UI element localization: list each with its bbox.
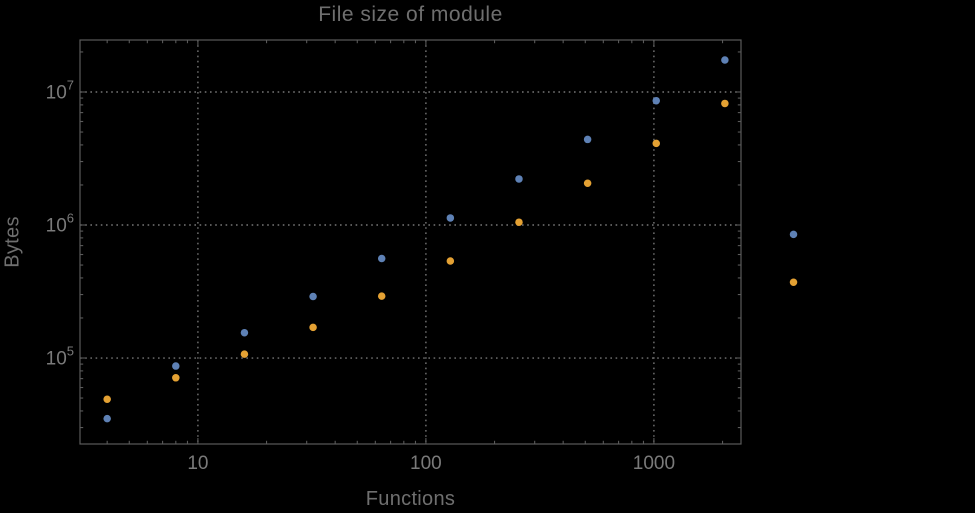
data-point-blue-series-x64	[377, 254, 386, 263]
data-point-orange-series-x2048	[721, 99, 729, 108]
data-point-orange-series-x128	[446, 257, 455, 265]
data-point-orange-series-x4096	[789, 278, 798, 287]
y-tick-label-10^6: 106	[46, 211, 74, 237]
y-tick-label-10^5: 105	[46, 344, 74, 370]
y-tick-label-10^7: 107	[46, 77, 74, 103]
data-point-blue-series-x128	[446, 214, 455, 222]
x-tick-label-100: 100	[410, 453, 442, 474]
data-point-blue-series-x8	[172, 362, 180, 370]
data-point-orange-series-x8	[172, 374, 180, 382]
y-axis-label: Bytes	[1, 216, 24, 268]
data-point-orange-series-x32	[309, 323, 317, 332]
data-point-blue-series-x256	[515, 175, 523, 183]
x-axis-label: Functions	[365, 488, 456, 510]
plot-frame	[79, 39, 742, 445]
data-point-orange-series-x64	[377, 292, 386, 300]
x-tick-label-10: 10	[187, 453, 208, 474]
data-point-orange-series-x1024	[652, 139, 660, 148]
data-point-orange-series-x512	[583, 179, 592, 188]
data-point-orange-series-x4	[103, 395, 111, 403]
data-point-blue-series-x32	[309, 292, 317, 301]
x-tick-label-1000: 1000	[633, 453, 675, 474]
plot-title: File size of module	[318, 3, 503, 26]
data-point-blue-series-x2048	[721, 56, 729, 64]
data-point-blue-series-x512	[583, 135, 592, 144]
data-point-blue-series-x1024	[652, 96, 660, 105]
data-point-blue-series-x4	[103, 414, 111, 423]
data-point-blue-series-x4096	[789, 230, 798, 239]
data-point-orange-series-x16	[240, 350, 249, 358]
data-point-blue-series-x16	[240, 328, 249, 337]
data-point-orange-series-x256	[515, 218, 523, 226]
